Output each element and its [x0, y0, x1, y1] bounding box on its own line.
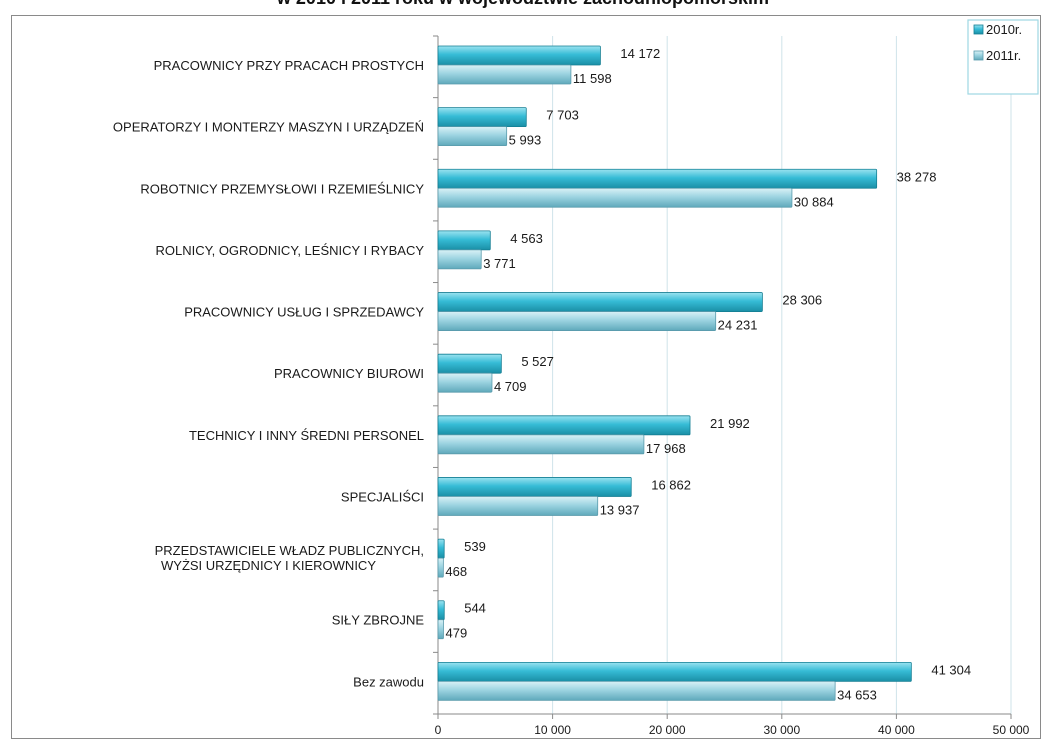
bar-2011r-robotnicy-przemyslowi-i-rzemieslnicy — [437, 187, 793, 208]
x-tick-label: 10 000 — [534, 723, 571, 737]
bar-2010r-przedstawiciele-wladz-publicznych-wyzsi-urzednicy-i-kierownicy — [437, 538, 445, 559]
bar-2011r-technicy-i-inny-sredni-personel — [437, 434, 645, 455]
data-label-2011r: 13 937 — [600, 502, 640, 517]
bar-2010r-specjalisci — [437, 477, 632, 497]
chart-frame — [11, 15, 1041, 739]
data-label-2011r: 4 709 — [494, 379, 527, 394]
bar-2011r-pracownicy-przy-pracach-prostych — [437, 64, 572, 85]
data-label-2010r: 539 — [464, 539, 486, 554]
data-label-2011r: 3 771 — [483, 256, 516, 271]
bar-2010r-pracownicy-biurowi — [437, 353, 502, 374]
bar-2011r-bez-zawodu — [437, 680, 836, 701]
bar-2010r-sily-zbrojne — [437, 600, 445, 621]
category-label: SIŁY ZBROJNE — [332, 613, 425, 628]
x-tick-label: 20 000 — [649, 723, 686, 737]
category-label: PRZEDSTAWICIELE WŁADZ PUBLICZNYCH, WYŻSI … — [155, 543, 424, 573]
data-label-2011r: 468 — [445, 564, 467, 579]
data-label-2010r: 16 862 — [651, 477, 691, 492]
bar-2011r-pracownicy-biurowi — [437, 372, 493, 393]
data-label-2011r: 30 884 — [794, 194, 834, 209]
bar-2011r-pracownicy-uslug-i-sprzedawcy — [437, 311, 717, 331]
bar-2010r-robotnicy-przemyslowi-i-rzemieslnicy — [437, 168, 878, 189]
data-label-2010r: 4 563 — [510, 231, 543, 246]
bar-2010r-rolnicy-ogrodnicy-lesnicy-i-rybacy — [437, 230, 491, 251]
bar-2010r-technicy-i-inny-sredni-personel — [437, 415, 691, 436]
data-label-2011r: 17 968 — [646, 441, 686, 456]
data-label-2010r: 41 304 — [931, 662, 971, 677]
legend-label-2010r: 2010r. — [986, 22, 1022, 37]
data-label-2010r: 544 — [464, 601, 486, 616]
bar-2010r-operatorzy-i-monterzy-maszyn-i-urzadzen — [437, 107, 527, 128]
data-label-2010r: 14 172 — [620, 46, 660, 61]
category-label: TECHNICY I INNY ŚREDNI PERSONEL — [189, 428, 424, 443]
data-label-2011r: 24 231 — [718, 318, 758, 333]
category-label: PRACOWNICY USŁUG I SPRZEDAWCY — [184, 305, 424, 320]
bar-2010r-pracownicy-uslug-i-sprzedawcy — [437, 292, 763, 312]
data-label-2011r: 479 — [445, 626, 467, 641]
bar-2011r-przedstawiciele-wladz-publicznych-wyzsi-urzednicy-i-kierownicy — [437, 557, 444, 578]
data-label-2010r: 21 992 — [710, 416, 750, 431]
bar-2011r-specjalisci — [437, 496, 599, 516]
bar-2011r-sily-zbrojne — [437, 619, 444, 640]
bar-2011r-operatorzy-i-monterzy-maszyn-i-urzadzen — [437, 126, 508, 147]
data-label-2011r: 34 653 — [837, 687, 877, 702]
chart-title: w 2010 i 2011 roku w województwie zachod… — [0, 0, 1046, 9]
bar-2010r-bez-zawodu — [437, 661, 912, 682]
data-label-2011r: 11 598 — [573, 71, 612, 86]
x-tick-label: 30 000 — [763, 723, 800, 737]
legend-swatch-2011r — [973, 50, 984, 61]
category-label: ROBOTNICY PRZEMYSŁOWI I RZEMIEŚLNICY — [140, 181, 424, 196]
legend-swatch-2010r — [973, 24, 984, 35]
category-label: Bez zawodu — [353, 674, 424, 689]
category-label: ROLNICY, OGRODNICY, LEŚNICY I RYBACY — [155, 243, 424, 258]
x-tick-label: 0 — [435, 723, 442, 737]
bar-2010r-pracownicy-przy-pracach-prostych — [437, 45, 601, 66]
bar-2011r-rolnicy-ogrodnicy-lesnicy-i-rybacy — [437, 249, 482, 270]
category-label: PRACOWNICY BIUROWI — [274, 366, 424, 381]
data-label-2010r: 28 306 — [782, 293, 822, 308]
legend-label-2011r: 2011r. — [986, 48, 1021, 63]
category-label: PRACOWNICY PRZY PRACACH PROSTYCH — [154, 58, 424, 73]
category-label: SPECJALIŚCI — [341, 489, 424, 504]
data-label-2010r: 38 278 — [897, 169, 937, 184]
data-label-2010r: 5 527 — [521, 354, 554, 369]
x-tick-label: 50 000 — [993, 723, 1030, 737]
category-label: OPERATORZY I MONTERZY MASZYN I URZĄDZEŃ — [113, 120, 424, 135]
x-tick-label: 40 000 — [878, 723, 915, 737]
data-label-2010r: 7 703 — [546, 108, 579, 123]
data-label-2011r: 5 993 — [509, 133, 542, 148]
